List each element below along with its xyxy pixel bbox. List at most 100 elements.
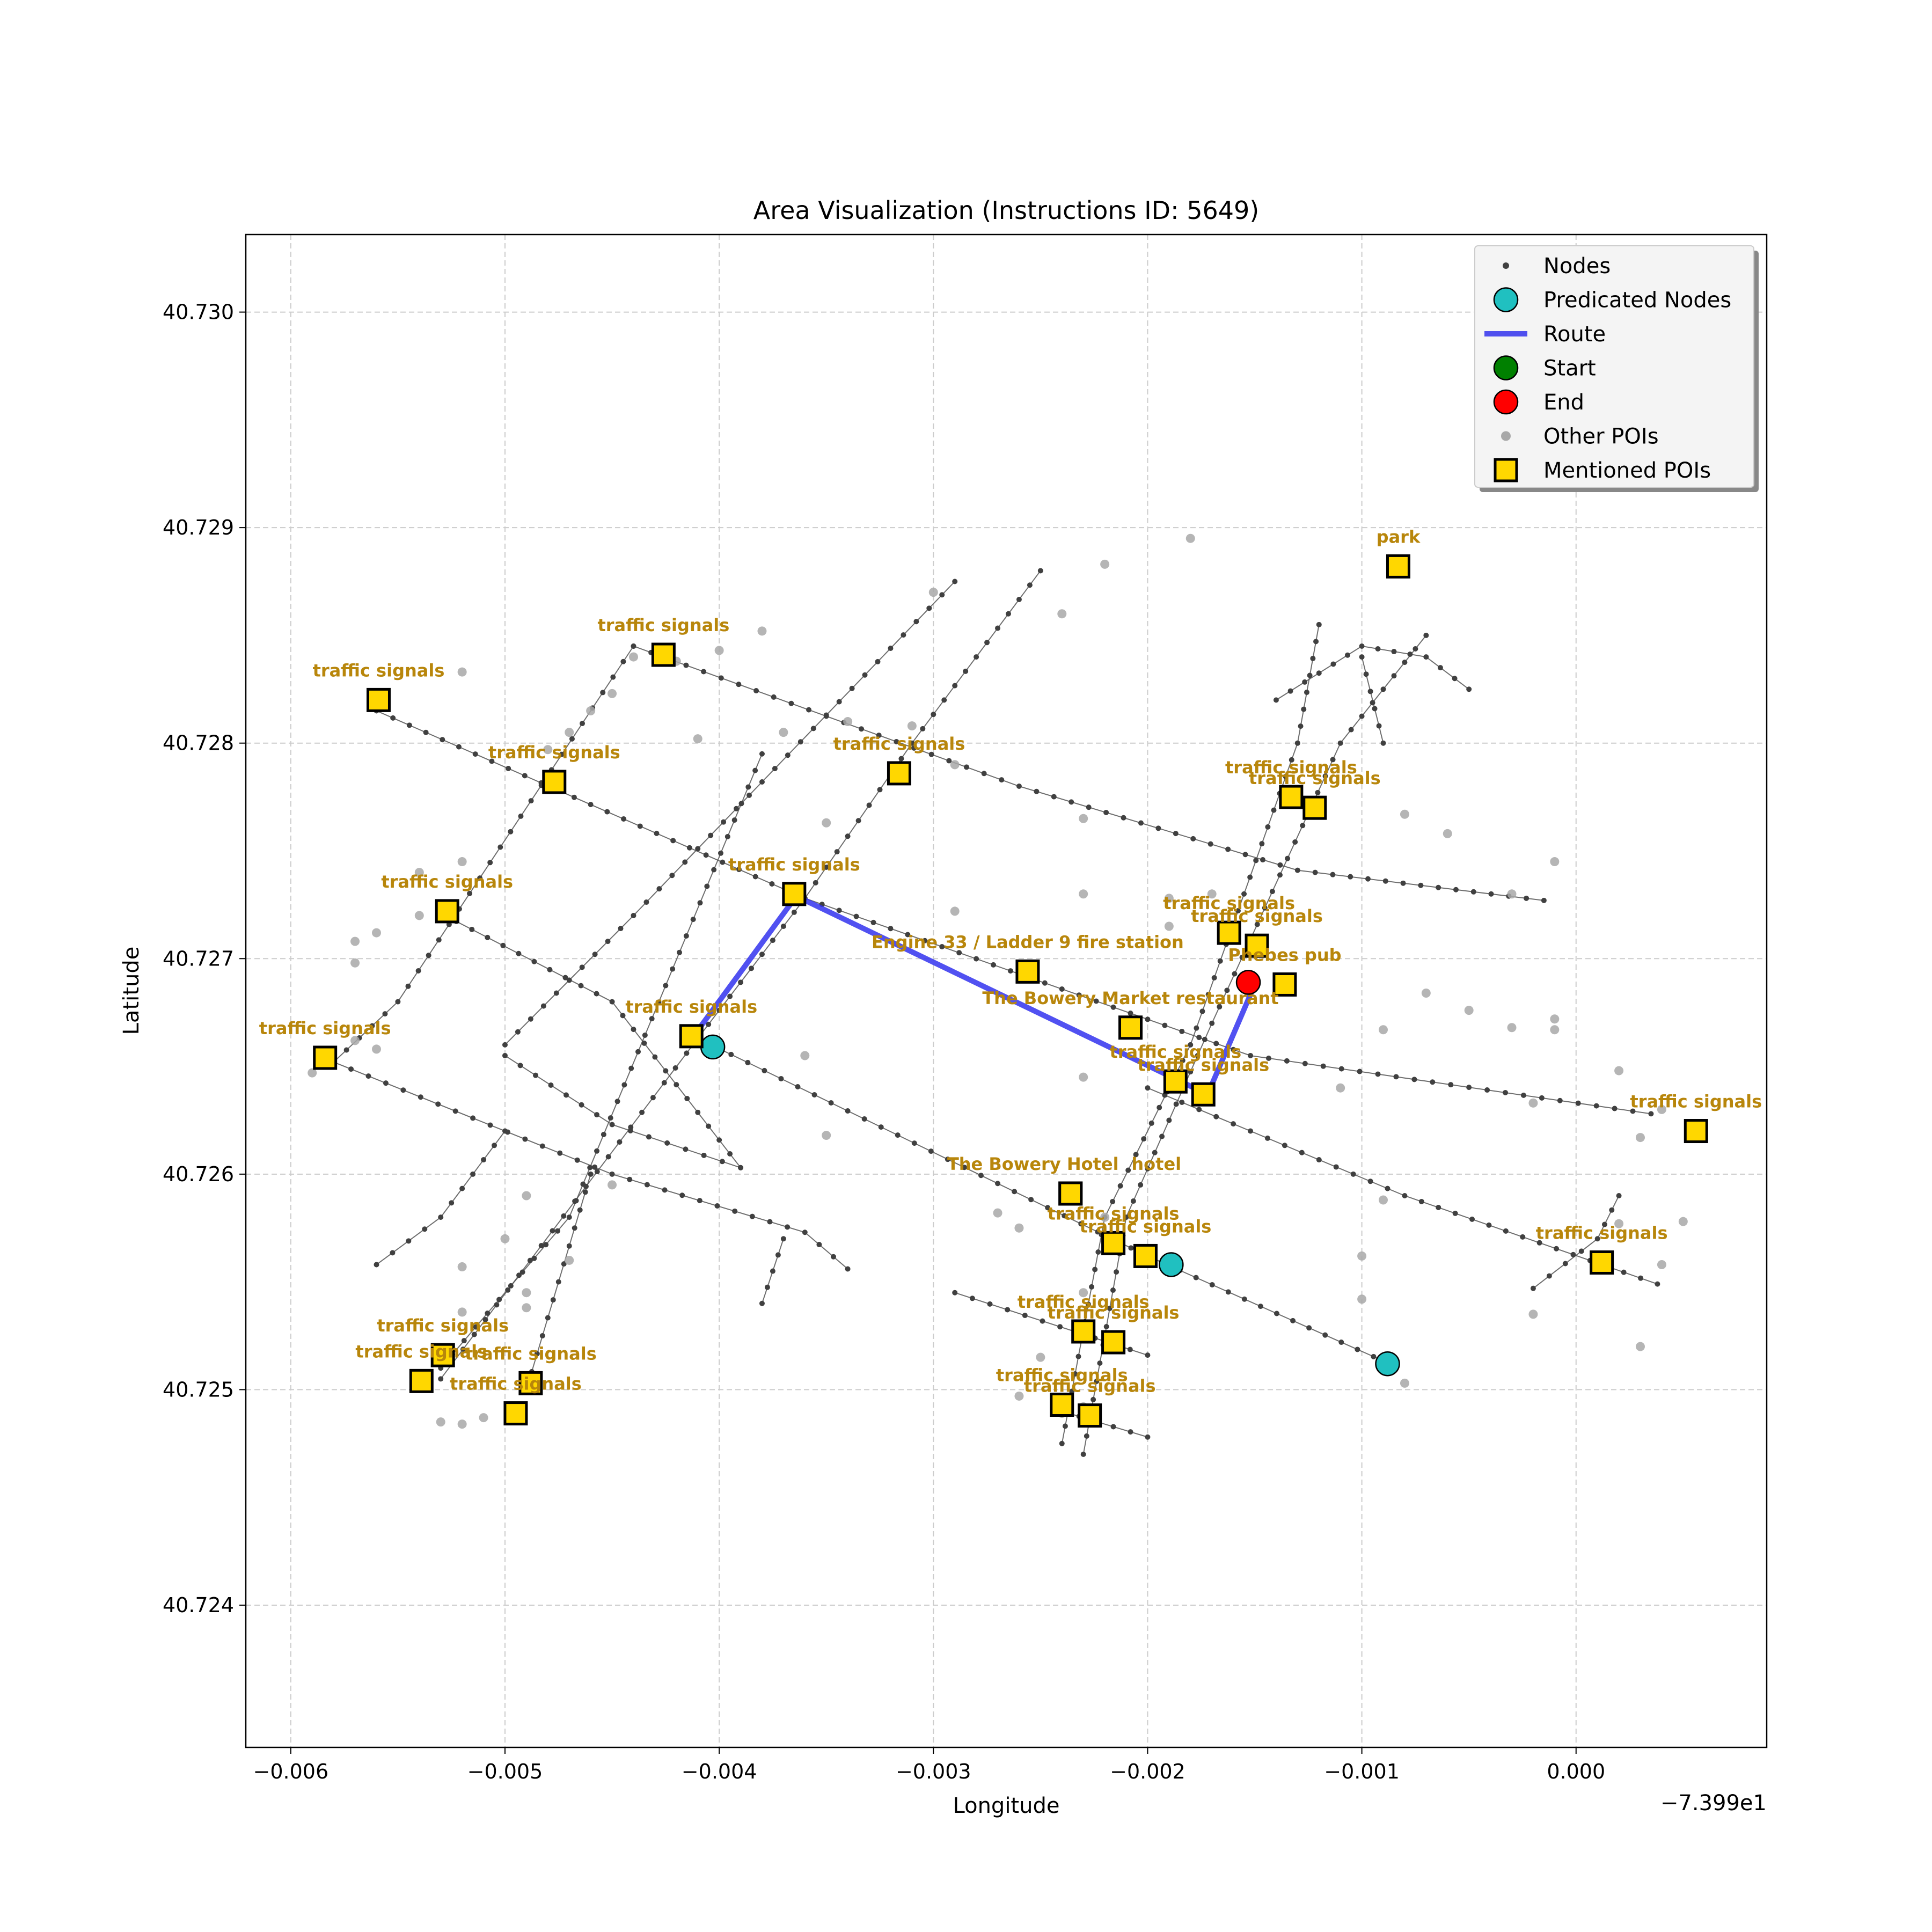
other-poi-marker (843, 717, 853, 727)
other-poi-marker (822, 818, 831, 828)
street-node (898, 756, 904, 762)
street-node (1524, 895, 1529, 901)
street-node (588, 1171, 594, 1177)
street-node (422, 1226, 428, 1232)
other-poi-marker (757, 626, 767, 636)
legend-label: Predicated Nodes (1543, 288, 1731, 313)
street-node (1570, 1252, 1576, 1257)
street-node (1300, 823, 1306, 829)
other-poi-marker (950, 760, 960, 770)
street-node (652, 1054, 658, 1060)
street-node (716, 1007, 722, 1013)
legend-predicted-marker (1493, 287, 1519, 312)
other-poi-marker (522, 1288, 531, 1298)
street-node (561, 1261, 567, 1267)
street-node (1005, 611, 1011, 617)
mentioned-poi-marker (366, 687, 391, 712)
street-node (1436, 884, 1441, 890)
street-node (1655, 1281, 1660, 1287)
street-node (901, 632, 906, 638)
street-node (732, 1208, 738, 1214)
mentioned-poi-marker (409, 1368, 434, 1393)
y-axis-ticks: 40.724 40.725 40.726 40.727 40.728 40.729 40.7… (163, 301, 246, 1617)
other-poi-marker (1550, 857, 1560, 867)
street-node (1348, 727, 1354, 733)
x-axis-ticks: −0.006 −0.005 −0.004 −0.003 −0.002 −0.001 0.00… (253, 1747, 1605, 1783)
street-node (348, 1066, 354, 1072)
street-node (1103, 1324, 1109, 1330)
street-node (1085, 1301, 1091, 1307)
street-node (697, 900, 703, 906)
mentioned-poi-label: traffic signals (1630, 1092, 1762, 1112)
street-node (991, 962, 997, 968)
street-node (508, 829, 514, 835)
street-node (1437, 665, 1443, 671)
street-node (683, 1146, 689, 1152)
street-node (1241, 891, 1247, 897)
street-node (539, 1333, 545, 1339)
other-poi-marker (950, 906, 960, 916)
street-node (449, 1200, 455, 1206)
street-node (1273, 697, 1279, 703)
other-poi-marker (522, 1191, 531, 1201)
street-node (1062, 1213, 1067, 1219)
other-poi-marker (1635, 1342, 1645, 1351)
street-node (1235, 908, 1241, 914)
street-node (984, 640, 990, 646)
street-node (1302, 1060, 1308, 1066)
street-node (855, 818, 861, 824)
street-node (1452, 676, 1458, 682)
street-node (1145, 1016, 1151, 1022)
legend-label: Nodes (1543, 254, 1611, 279)
street-node (719, 1159, 725, 1165)
end-marker-layer (1235, 970, 1261, 995)
street-node (1080, 1451, 1086, 1457)
legend-nodes-marker (1503, 262, 1509, 269)
street-node (1190, 836, 1196, 841)
street-node (1648, 1111, 1654, 1117)
street-node (1232, 971, 1238, 977)
other-poi-marker (1678, 1217, 1688, 1226)
other-poi-marker (1464, 1006, 1474, 1015)
other-poi-marker (414, 868, 424, 877)
street-node (905, 932, 911, 938)
street-node (747, 792, 752, 798)
mentioned-poi-label: hotel (1131, 1154, 1181, 1174)
street-node (1616, 1192, 1622, 1198)
street-node (1338, 1066, 1344, 1072)
street-node (1274, 1311, 1279, 1316)
y-tick-label: 40.727 (163, 947, 234, 970)
street-node (566, 977, 572, 983)
street-node (631, 643, 636, 649)
street-node (594, 1148, 600, 1154)
mentioned-poi-marker (518, 1371, 543, 1395)
street-node (1022, 1313, 1028, 1319)
street-node (473, 1324, 479, 1330)
street-node (635, 1049, 641, 1055)
y-tick-label: 40.728 (163, 731, 234, 755)
street-node (1312, 869, 1318, 875)
street-node (654, 830, 660, 836)
street-node (978, 1173, 984, 1179)
street-node (969, 1296, 975, 1301)
street-node (775, 1252, 781, 1258)
street-node (684, 1050, 690, 1056)
street-node (764, 1284, 770, 1290)
other-poi-marker (1057, 609, 1067, 619)
mentioned-poi-marker (1101, 1231, 1126, 1255)
street-node (406, 722, 412, 728)
street-node (939, 944, 945, 950)
street-node (518, 813, 524, 819)
predicted-node-marker (700, 1034, 726, 1060)
street-node (1194, 1025, 1199, 1031)
mentioned-poi-label: traffic signals (728, 854, 860, 875)
street-node (721, 819, 727, 825)
street-node (1180, 1058, 1185, 1064)
other-poi-marker (1528, 1309, 1538, 1319)
street-node (1069, 799, 1074, 805)
predicted-nodes (700, 1034, 1400, 1377)
mentioned-poi-label: park (1377, 526, 1421, 547)
street-node (714, 1203, 720, 1209)
street-node (1042, 980, 1048, 986)
street-node (1310, 655, 1316, 661)
